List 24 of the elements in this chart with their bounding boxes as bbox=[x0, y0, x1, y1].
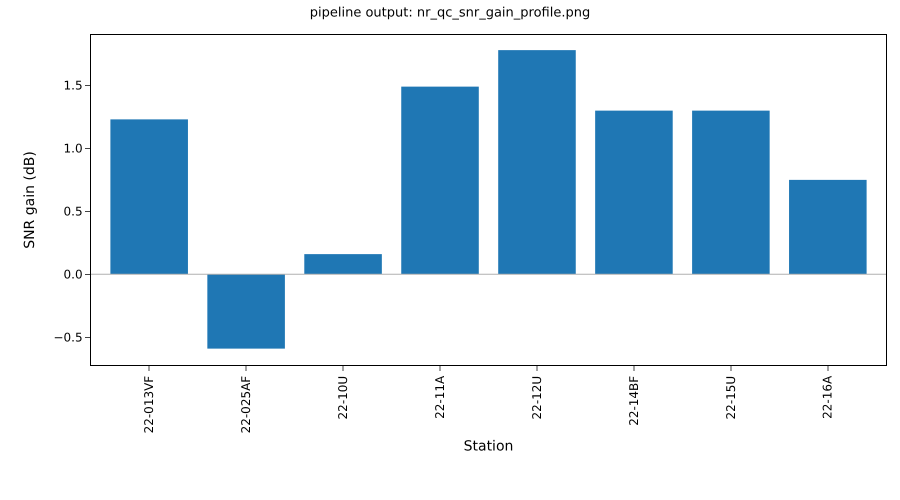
chart-title: pipeline output: nr_qc_snr_gain_profile.png bbox=[310, 6, 590, 21]
bar bbox=[110, 119, 188, 274]
bar bbox=[692, 110, 770, 274]
x-tick-label: 22-16A bbox=[820, 375, 835, 419]
bar bbox=[401, 86, 479, 274]
bar bbox=[595, 110, 673, 274]
x-tick-label: 22-10U bbox=[336, 376, 350, 420]
x-axis-title: Station bbox=[464, 438, 514, 455]
bar bbox=[304, 254, 382, 274]
y-tick-label: −0.5 bbox=[53, 330, 83, 344]
bar bbox=[789, 180, 867, 274]
y-tick-label: 0.0 bbox=[64, 268, 83, 282]
x-tick-label: 22-14BF bbox=[626, 376, 641, 426]
x-tick-label: 22-12U bbox=[530, 376, 544, 420]
bar bbox=[207, 274, 285, 349]
y-axis-title: SNR gain (dB) bbox=[22, 151, 38, 249]
x-tick-label: 22-013VF bbox=[142, 376, 156, 434]
y-tick-label: 1.5 bbox=[64, 78, 83, 93]
x-tick-label: 22-15U bbox=[724, 376, 738, 420]
x-tick-label: 22-11A bbox=[432, 375, 447, 419]
bar bbox=[498, 50, 576, 274]
x-tick-label: 22-025AF bbox=[239, 376, 254, 434]
y-tick-label: 1.0 bbox=[64, 142, 83, 156]
y-tick-label: 0.5 bbox=[64, 204, 83, 219]
